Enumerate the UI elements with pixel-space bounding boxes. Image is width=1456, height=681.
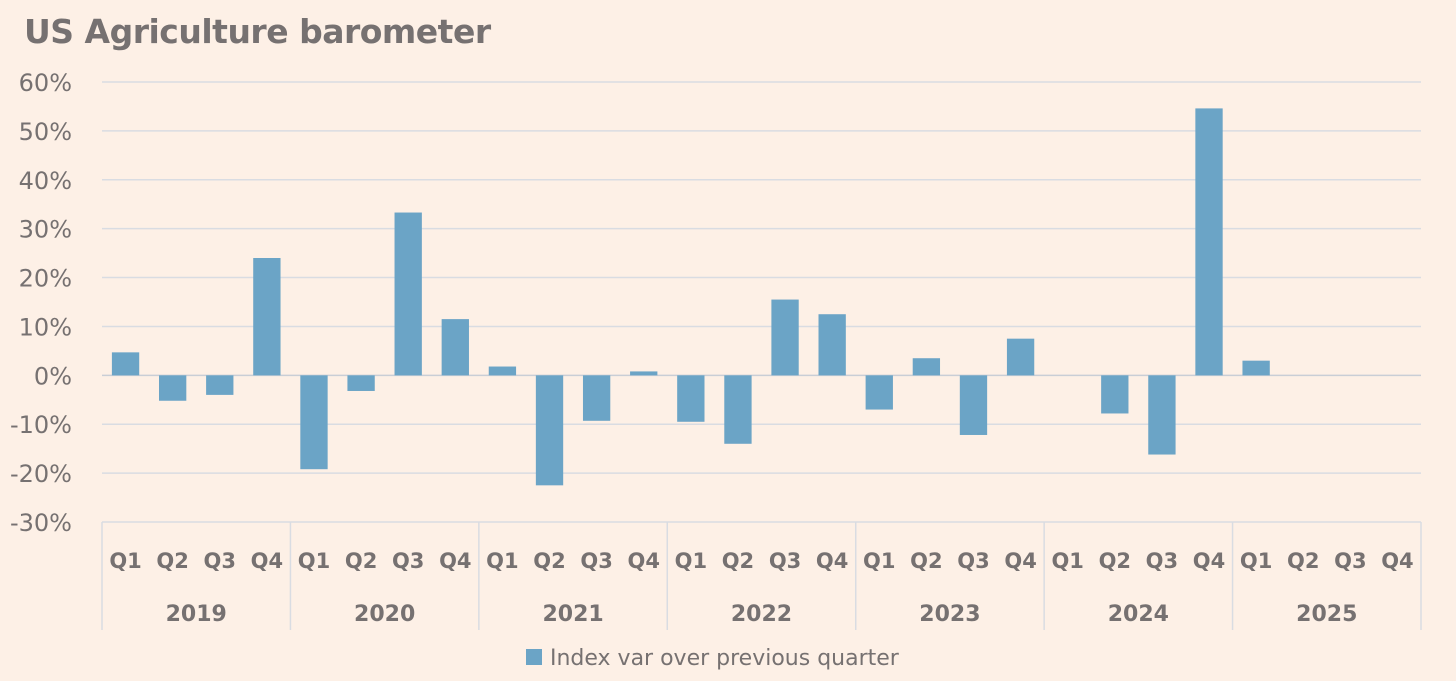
x-group-label: 2024: [1108, 602, 1169, 627]
bar: [158, 375, 187, 401]
bar: [111, 352, 140, 376]
x-tick-label: Q4: [816, 549, 848, 573]
legend-swatch: [526, 649, 542, 665]
x-tick-label: Q2: [1287, 549, 1319, 573]
x-tick-label: Q2: [345, 549, 377, 573]
bar: [818, 314, 846, 376]
bar: [300, 375, 328, 470]
bar: [488, 366, 517, 376]
x-group-label: 2025: [1296, 602, 1357, 627]
x-tick-label: Q4: [627, 549, 659, 573]
x-tick-label: Q1: [863, 549, 895, 573]
x-tick-label: Q3: [392, 549, 424, 573]
y-tick-label: -10%: [10, 411, 72, 439]
x-tick-label: Q1: [1051, 549, 1083, 573]
y-tick-label: 60%: [19, 69, 72, 97]
x-tick-label: Q4: [251, 549, 283, 573]
y-tick-label: 30%: [19, 216, 72, 244]
x-group-label: 2021: [542, 602, 603, 627]
bar: [347, 375, 375, 391]
x-tick-label: Q3: [1146, 549, 1178, 573]
y-tick-label: 10%: [19, 313, 72, 341]
x-tick-label: Q1: [109, 549, 141, 573]
y-tick-label: 50%: [19, 118, 72, 146]
bar: [724, 375, 752, 444]
x-group-label: 2023: [919, 602, 980, 627]
bar: [582, 375, 611, 421]
legend-label: Index var over previous quarter: [550, 646, 900, 671]
x-tick-label: Q1: [1240, 549, 1272, 573]
bar: [206, 375, 234, 395]
y-tick-label: 0%: [34, 362, 72, 390]
bar: [677, 375, 705, 422]
bar: [441, 319, 469, 376]
x-tick-label: Q1: [298, 549, 330, 573]
x-tick-label: Q4: [439, 549, 471, 573]
bar: [394, 212, 422, 376]
bar: [1006, 338, 1035, 376]
x-group-label: 2019: [166, 602, 227, 627]
x-tick-label: Q4: [1381, 549, 1413, 573]
x-tick-label: Q3: [204, 549, 236, 573]
bar: [865, 375, 893, 410]
x-tick-label: Q2: [1099, 549, 1131, 573]
bar: [535, 375, 564, 486]
x-tick-label: Q3: [580, 549, 612, 573]
y-tick-label: -20%: [10, 460, 72, 488]
bar: [630, 371, 658, 376]
y-tick-label: -30%: [10, 509, 72, 537]
x-tick-label: Q2: [156, 549, 188, 573]
x-tick-label: Q3: [769, 549, 801, 573]
bar: [771, 299, 799, 376]
x-tick-label: Q1: [486, 549, 518, 573]
x-tick-label: Q2: [910, 549, 942, 573]
bar: [1148, 375, 1176, 455]
x-tick-label: Q4: [1193, 549, 1225, 573]
x-tick-label: Q2: [722, 549, 754, 573]
x-tick-label: Q3: [1334, 549, 1366, 573]
bar: [912, 358, 941, 376]
x-tick-label: Q4: [1004, 549, 1036, 573]
chart-title: US Agriculture barometer: [24, 12, 491, 51]
x-tick-label: Q3: [957, 549, 989, 573]
x-group-label: 2020: [354, 602, 415, 627]
y-tick-label: 40%: [19, 167, 72, 195]
bar: [1101, 375, 1129, 414]
x-tick-label: Q2: [533, 549, 565, 573]
x-tick-label: Q1: [675, 549, 707, 573]
bar: [1242, 360, 1270, 376]
bar: [1195, 108, 1223, 376]
x-group-label: 2022: [731, 602, 792, 627]
bar: [959, 375, 988, 435]
bar: [253, 258, 281, 376]
y-tick-label: 20%: [19, 265, 72, 293]
